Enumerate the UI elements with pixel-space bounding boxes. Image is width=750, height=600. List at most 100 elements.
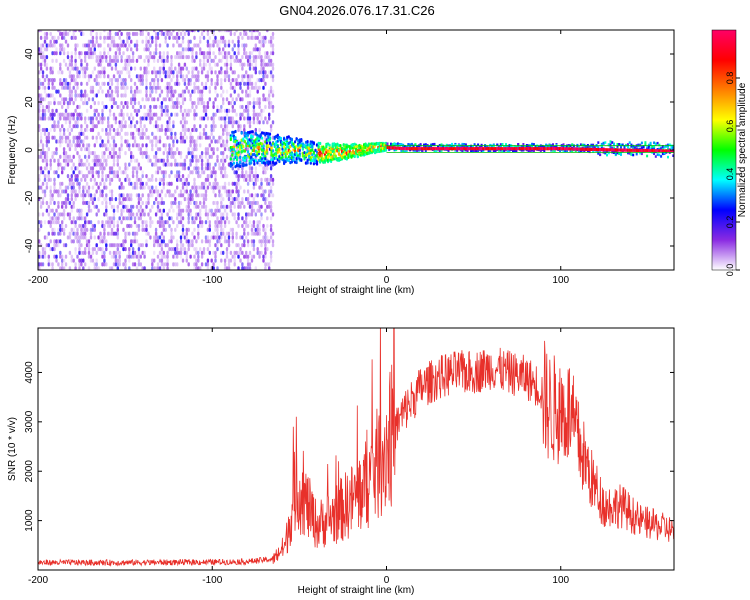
spectrogram-cell: [524, 147, 527, 151]
spectrogram-cell: [145, 223, 148, 229]
spectrogram-cell: [114, 262, 118, 267]
spectrogram-cell: [68, 120, 72, 125]
spectrogram-cell: [82, 258, 85, 263]
spectrogram-cell: [66, 127, 70, 133]
spectrogram-cell: [41, 143, 45, 148]
spectrogram-cell: [220, 104, 223, 110]
spectrogram-cell: [218, 70, 221, 75]
spectrogram-cell: [160, 58, 164, 63]
spectrogram-cell: [212, 185, 215, 190]
spectrogram-cell: [268, 89, 271, 94]
spectrogram-cell: [74, 143, 77, 148]
spectrogram-cell: [177, 193, 181, 198]
spectrogram-cell: [84, 185, 87, 190]
spectrogram-cell: [250, 258, 254, 263]
spectrogram-cell: [130, 254, 133, 259]
spectrogram-cell: [506, 147, 509, 151]
spectrogram-cell: [254, 35, 257, 40]
spectrogram-cell: [200, 51, 204, 56]
spectrogram-cell: [168, 116, 171, 121]
spectrogram-cell: [103, 158, 106, 163]
spectrogram-cell: [177, 93, 181, 98]
spectrogram-cell: [220, 51, 223, 56]
spectrogram-cell: [168, 216, 171, 221]
spectrogram-cell: [99, 120, 102, 125]
spectrogram-cell: [39, 170, 43, 175]
spectrogram-cell: [59, 193, 62, 198]
spectrogram-cell: [438, 149, 441, 153]
spectrogram-cell: [93, 158, 96, 163]
spectrogram-cell: [64, 78, 68, 83]
spectrogram-cell: [39, 185, 43, 190]
spectrogram-cell: [183, 62, 187, 67]
spectrogram-cell: [101, 247, 104, 252]
spectrogram-cell: [87, 247, 91, 252]
spectrogram-cell: [91, 39, 95, 44]
spectrogram-cell: [38, 62, 41, 67]
spectrogram-cell: [185, 154, 188, 159]
spectrogram-cell: [187, 262, 190, 267]
spectrogram-cell: [202, 185, 206, 190]
spectrogram-cell: [518, 147, 521, 151]
spectrogram-cell: [172, 35, 175, 40]
spectrogram-cell: [62, 35, 66, 40]
spectrogram-cell: [449, 145, 452, 148]
spectrogram-cell: [82, 162, 85, 167]
spectrogram-cell: [84, 154, 87, 159]
spectrogram-cell: [41, 116, 45, 121]
spectrogram-cell: [64, 30, 68, 33]
spectrogram-cell: [45, 43, 49, 48]
spectrogram-cell: [72, 231, 75, 236]
spectrogram-cell: [105, 127, 108, 133]
spectrogram-cell: [62, 227, 66, 232]
spectrogram-cell: [122, 185, 125, 190]
spectrogram-cell: [252, 231, 256, 236]
spectrogram-cell: [181, 127, 185, 133]
spectrogram-cell: [118, 200, 121, 206]
spectrogram-cell: [202, 131, 206, 136]
spectrogram-cell: [49, 208, 52, 213]
spectrogram-cell: [200, 166, 204, 171]
spectrogram-cell: [135, 43, 139, 48]
spectrogram-cell: [74, 51, 77, 56]
spectrogram-cell: [101, 127, 104, 133]
spectrogram-cell: [260, 193, 263, 198]
spectrogram-cell: [252, 174, 256, 179]
spectrogram-cell: [124, 62, 127, 67]
spectrogram-cell: [126, 47, 129, 52]
spectrogram-cell: [62, 30, 66, 33]
spectrogram-cell: [166, 154, 169, 159]
spectrogram-cell: [164, 243, 167, 248]
spectrogram-cell: [195, 247, 198, 252]
spectrogram-cell: [581, 147, 584, 151]
spectrogram-cell: [179, 139, 183, 144]
spectrogram-cell: [59, 185, 62, 190]
spectrogram-cell: [208, 62, 211, 67]
spectrogram-cell: [191, 74, 194, 79]
spectrogram-cell: [156, 70, 160, 75]
spectrogram-cell: [202, 247, 206, 252]
spectrogram-cell: [53, 39, 56, 44]
spectrogram-cell: [243, 254, 246, 259]
spectrogram-cell: [204, 154, 208, 159]
spectrogram-cell: [47, 85, 50, 90]
spectrogram-cell: [76, 81, 79, 86]
spectrogram-cell: [248, 212, 252, 217]
spectrogram-cell: [200, 151, 204, 156]
spectrogram-cell: [176, 247, 179, 252]
spectrogram-cell: [164, 85, 167, 90]
spectrogram-cell: [151, 70, 154, 75]
spectrogram-cell: [101, 116, 104, 121]
spectrogram-cell: [78, 208, 81, 213]
spectrogram-cell: [78, 212, 81, 217]
spectrogram-cell: [202, 250, 206, 255]
spectrogram-cell: [160, 101, 164, 106]
spectrogram-cell: [93, 235, 96, 240]
spectrogram-cell: [166, 58, 169, 63]
spectrogram-cell: [107, 89, 110, 94]
spectrogram-cell: [233, 250, 236, 255]
spectrogram-cell: [101, 162, 104, 167]
spectrogram-cell: [185, 47, 188, 52]
spectrogram-cell: [225, 216, 229, 221]
spectrogram-cell: [179, 193, 183, 198]
